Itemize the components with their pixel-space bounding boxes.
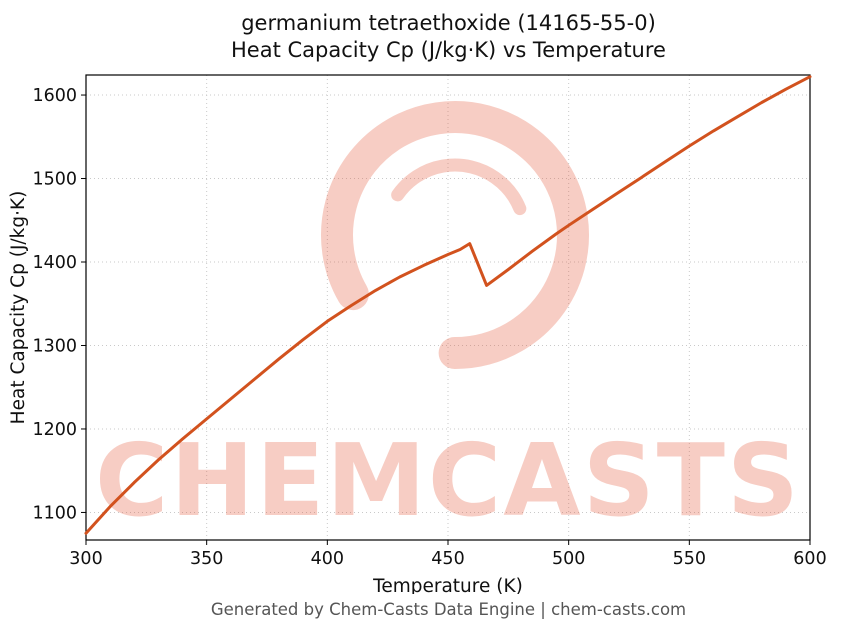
chart-title-line1: germanium tetraethoxide (14165-55-0)	[241, 11, 656, 35]
x-tick-label: 350	[190, 549, 223, 569]
watermark-text: CHEMCASTS	[95, 422, 801, 539]
y-axis-label: Heat Capacity Cp (J/kg·K)	[8, 191, 29, 425]
x-tick-label: 550	[673, 549, 706, 569]
x-tick-label: 500	[552, 549, 585, 569]
footer-text: Generated by Chem-Casts Data Engine | ch…	[210, 600, 687, 619]
chemcasts-swirl-inner-icon	[378, 158, 532, 312]
y-tick-label: 1400	[32, 253, 77, 273]
x-tick-label: 300	[69, 549, 102, 569]
plot-area: CHEMCASTS 300 350 400 450 500 550 600 1100 1200 13…	[8, 74, 827, 594]
chart-title-line2: Heat Capacity Cp (J/kg·K) vs Temperature	[231, 38, 666, 62]
x-tick-label: 400	[311, 549, 344, 569]
plot-border	[85, 74, 811, 541]
y-tick-label: 1200	[32, 420, 77, 440]
x-axis-label: Temperature (K)	[372, 576, 523, 594]
watermark: CHEMCASTS	[95, 101, 801, 539]
y-tick-label: 1500	[32, 170, 77, 190]
cp-vs-temperature-curve	[84, 75, 812, 535]
y-tick-label: 1300	[32, 336, 77, 356]
x-tick-label: 450	[431, 549, 464, 569]
y-tick-label: 1600	[32, 86, 77, 106]
y-tick-label: 1100	[32, 503, 77, 523]
chemcasts-swirl-logo-icon	[321, 101, 589, 369]
x-tick-label: 600	[793, 549, 826, 569]
chart-title: germanium tetraethoxide (14165-55-0) Hea…	[0, 0, 843, 64]
